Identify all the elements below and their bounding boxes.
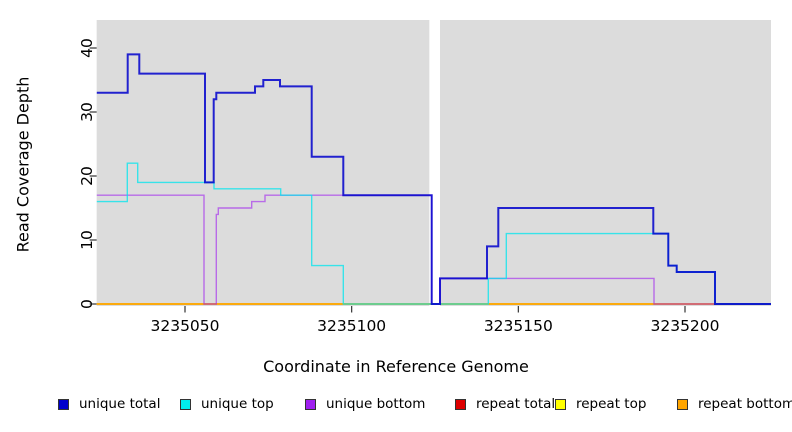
legend-swatch	[58, 398, 69, 410]
legend-label: repeat total	[476, 396, 556, 412]
legend-item-repeat-bottom: repeat bottom	[677, 394, 792, 414]
y-tick-label: 20	[78, 166, 96, 186]
coverage-gap-band	[429, 19, 440, 307]
y-tick-label: 10	[78, 230, 96, 250]
legend-swatch	[555, 398, 566, 410]
legend-label: unique top	[201, 396, 274, 412]
x-tick-label: 3235200	[650, 317, 719, 335]
legend-swatch	[180, 398, 191, 410]
legend-label: repeat top	[576, 396, 647, 412]
legend-label: unique bottom	[326, 396, 426, 412]
y-tick-label: 40	[78, 38, 96, 58]
y-tick-label: 30	[78, 102, 96, 122]
y-axis-title: Read Coverage Depth	[13, 76, 33, 253]
y-tick-label: 0	[78, 299, 96, 309]
x-axis-title: Coordinate in Reference Genome	[263, 357, 529, 376]
legend-swatch	[677, 398, 688, 410]
legend-swatch	[305, 398, 316, 410]
legend-item-unique-top: unique top	[180, 394, 274, 414]
legend-label: repeat bottom	[698, 396, 792, 412]
x-tick-label: 3235100	[317, 317, 386, 335]
legend-label: unique total	[79, 396, 161, 412]
legend-swatch	[455, 398, 466, 410]
x-tick-label: 3235150	[484, 317, 553, 335]
x-tick-label: 3235050	[150, 317, 219, 335]
legend-item-unique-bottom: unique bottom	[305, 394, 425, 414]
series-line-unique-total	[96, 53, 771, 305]
legend-item-unique-total: unique total	[58, 394, 160, 414]
legend-item-repeat-total: repeat total	[455, 394, 555, 414]
legend-item-repeat-top: repeat top	[555, 394, 646, 414]
legend: unique total unique top unique bottom repea…	[0, 394, 792, 416]
